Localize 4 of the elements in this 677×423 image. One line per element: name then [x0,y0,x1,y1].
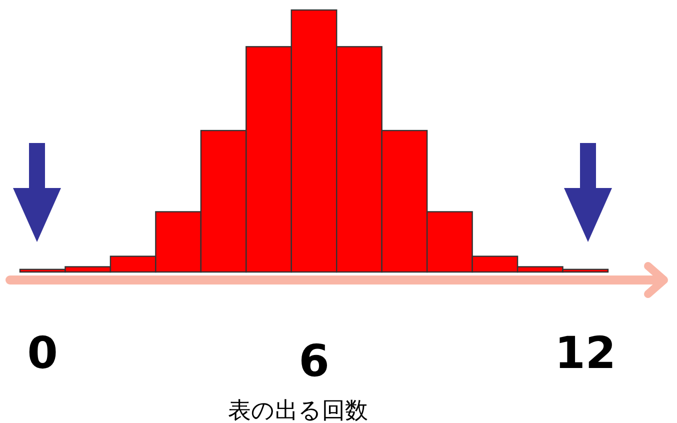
x-tick-label: 12 [554,328,616,379]
x-tick-label: 0 [27,328,58,379]
x-axis-title: 表の出る回数 [228,398,368,423]
x-tick-label: 6 [298,336,330,387]
